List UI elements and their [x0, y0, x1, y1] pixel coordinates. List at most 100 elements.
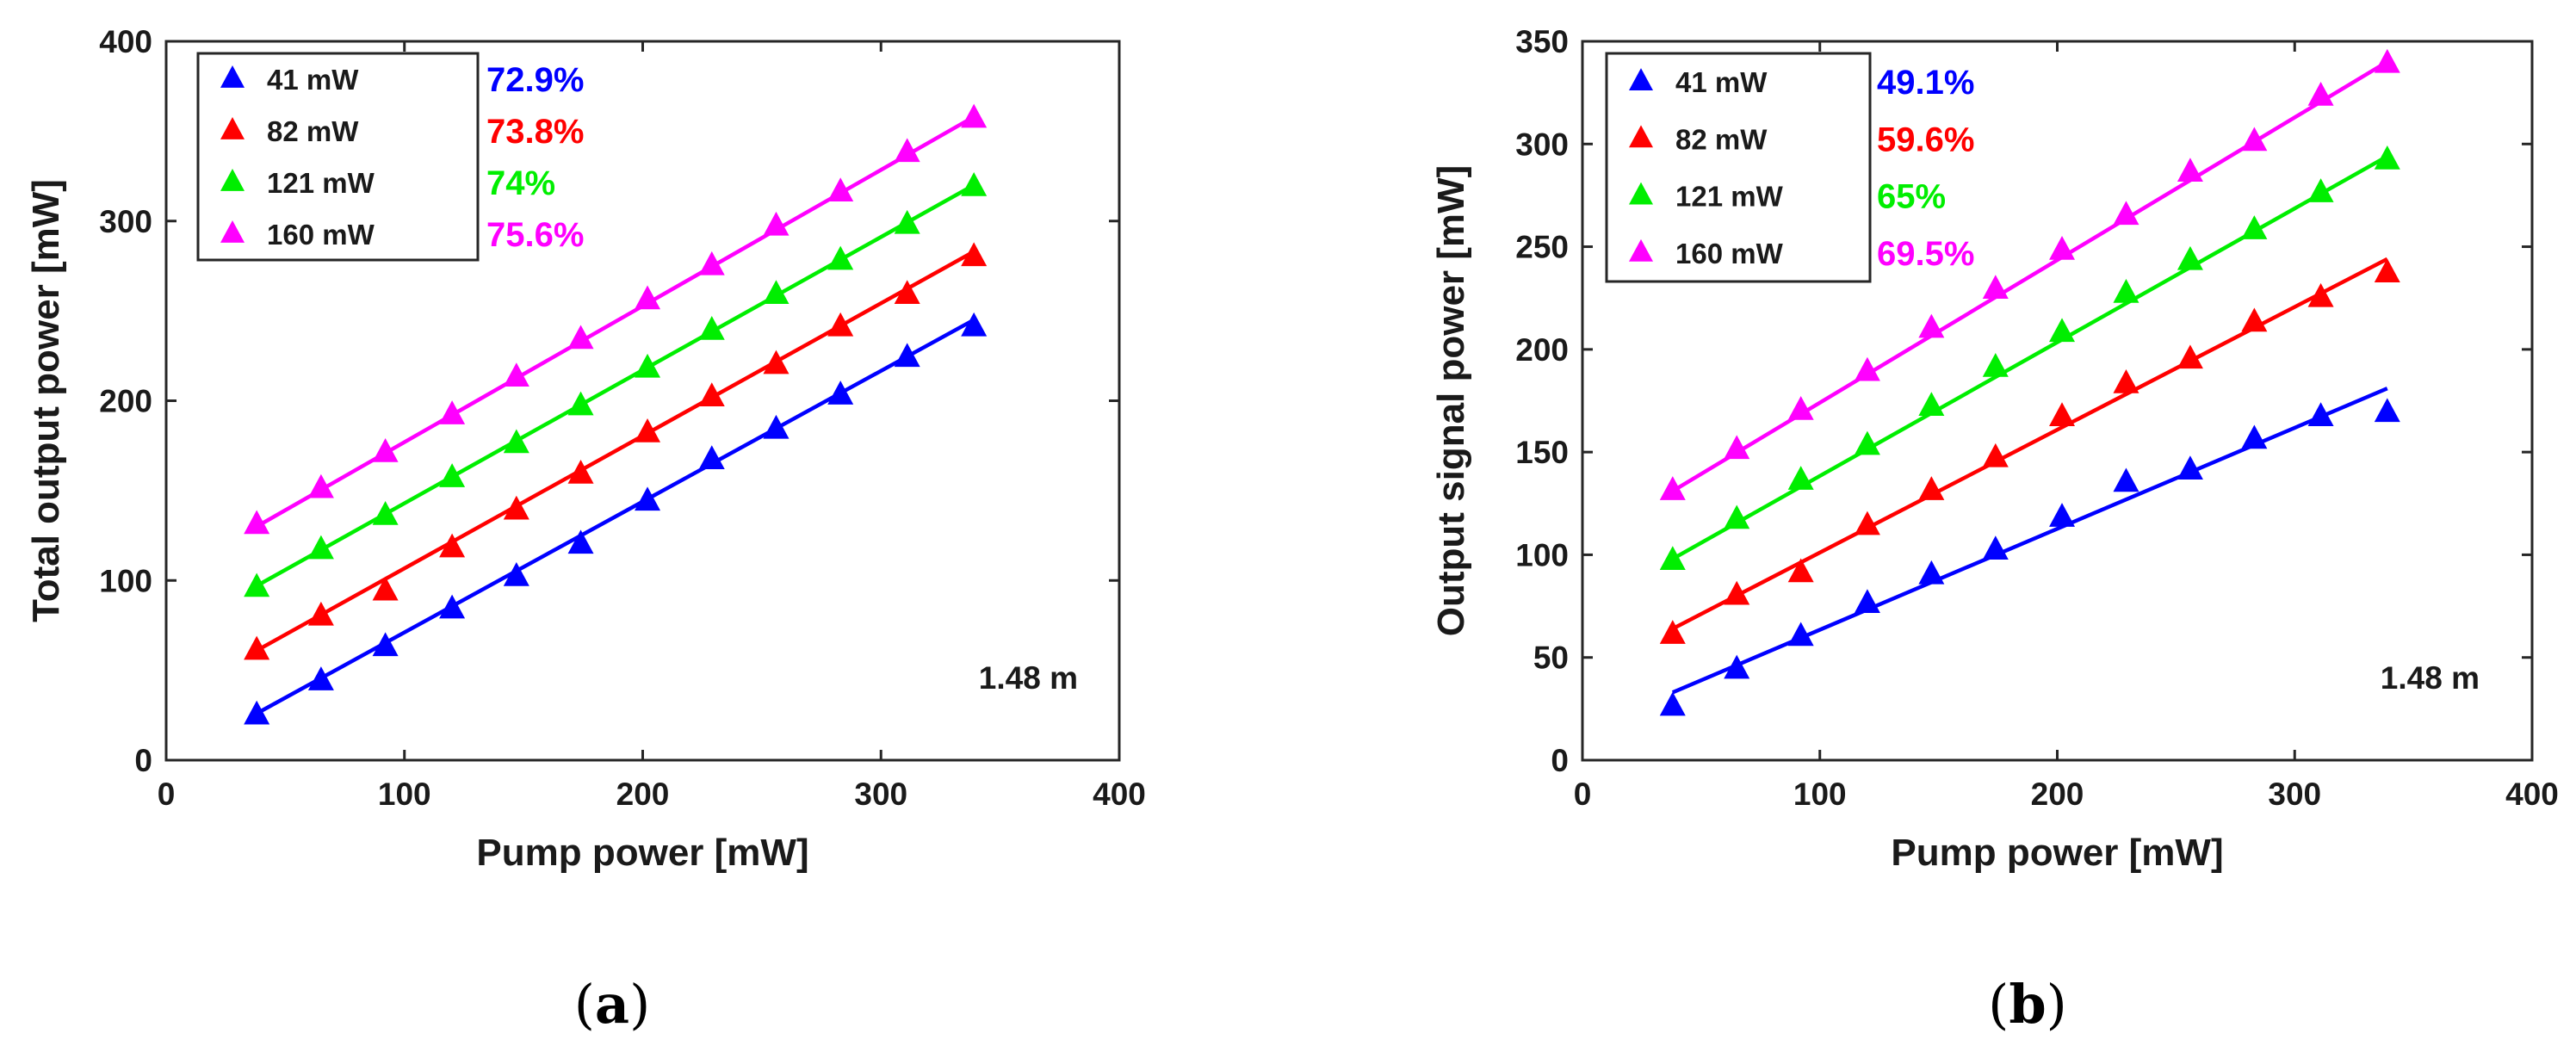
data-point — [698, 316, 725, 340]
data-point — [2307, 82, 2334, 106]
fit-line — [256, 318, 975, 715]
legend-label: 41 mW — [1675, 66, 1768, 98]
efficiency-label: 65% — [1877, 178, 1946, 216]
y-tick-label: 0 — [134, 743, 152, 778]
subfigure-open-paren: ( — [574, 973, 595, 1036]
data-point — [1724, 654, 1750, 679]
data-point — [2049, 503, 2076, 527]
legend-marker — [220, 169, 245, 191]
data-point — [2113, 201, 2139, 226]
data-point — [307, 666, 334, 690]
data-point — [961, 312, 988, 337]
legend-marker — [1629, 238, 1653, 262]
x-axis-label: Pump power [mW] — [476, 832, 808, 874]
x-tick-label: 0 — [158, 777, 176, 812]
series-41-mw — [1659, 387, 2400, 716]
y-tick-label: 350 — [1515, 24, 1569, 59]
data-point — [567, 325, 594, 350]
data-point — [635, 486, 661, 511]
subfigure-letter: b — [2009, 973, 2046, 1036]
data-point — [1724, 504, 1750, 529]
data-point — [2374, 48, 2400, 73]
legend-marker — [1629, 68, 1653, 91]
legend-box — [196, 52, 480, 262]
length-annotation: 1.48 m — [2381, 660, 2480, 696]
legend-label: 121 mW — [267, 167, 375, 199]
series-82-mw — [244, 242, 988, 660]
data-point — [1918, 560, 1945, 585]
data-point — [2307, 178, 2334, 202]
data-point — [1854, 430, 1880, 455]
legend-label: 160 mW — [267, 219, 375, 251]
data-point — [698, 445, 725, 470]
data-point — [894, 138, 920, 163]
efficiency-label: 59.6% — [1877, 121, 1974, 158]
data-point — [244, 700, 270, 725]
data-point — [2177, 245, 2203, 270]
data-point — [827, 312, 854, 337]
data-point — [372, 501, 399, 525]
y-tick-label: 150 — [1515, 435, 1569, 470]
data-point — [894, 343, 920, 368]
efficiency-label: 75.6% — [486, 216, 584, 254]
data-point — [2049, 318, 2076, 343]
series-160-mw — [244, 103, 988, 535]
data-point — [2113, 467, 2139, 492]
data-point — [2113, 369, 2139, 393]
y-tick-label: 100 — [1515, 537, 1569, 572]
subfigure-label: (a) — [574, 973, 651, 1036]
fit-line — [1671, 154, 2388, 561]
legend-label: 82 mW — [267, 115, 359, 147]
data-point — [567, 460, 594, 484]
efficiency-label: 74% — [486, 164, 555, 202]
data-point — [635, 353, 661, 378]
data-point — [439, 594, 466, 619]
x-tick-label: 300 — [2268, 777, 2321, 812]
data-point — [635, 285, 661, 310]
legend-label: 41 mW — [267, 64, 359, 96]
y-tick-label: 300 — [1515, 127, 1569, 162]
data-point — [439, 533, 466, 558]
data-point — [763, 211, 790, 236]
series-82-mw — [1659, 257, 2400, 644]
data-point — [1854, 356, 1880, 381]
data-point — [827, 177, 854, 202]
fit-line — [256, 250, 975, 653]
length-annotation: 1.48 m — [979, 660, 1078, 696]
data-point — [244, 510, 270, 535]
data-point — [1854, 589, 1880, 614]
data-point — [2113, 279, 2139, 303]
x-tick-label: 400 — [2505, 777, 2559, 812]
series-121-mw — [1659, 145, 2400, 570]
data-point — [961, 242, 988, 267]
legend-marker — [220, 220, 245, 243]
legend-marker — [220, 117, 245, 139]
legend-label: 121 mW — [1675, 181, 1784, 213]
subfigure-letter: a — [595, 973, 629, 1036]
data-point — [1982, 352, 2009, 377]
data-point — [1918, 392, 1945, 417]
y-tick-label: 0 — [1551, 743, 1569, 778]
data-point — [2049, 402, 2076, 426]
subfigure-label: (b) — [1988, 973, 2067, 1036]
data-point — [763, 350, 790, 374]
chart-panel-b: 0 100 200 300 400 0 50 100 150 200 250 300 350 Pump p… — [1430, 24, 2559, 1036]
x-tick-label: 100 — [1793, 777, 1847, 812]
data-point — [2241, 215, 2268, 239]
subfigure-close-paren: ) — [629, 973, 650, 1036]
data-point — [503, 561, 529, 586]
data-point — [1918, 313, 1945, 338]
data-point — [2374, 398, 2400, 423]
data-point — [1854, 511, 1880, 535]
chart-panel-a: 0 100 200 300 400 0 100 200 300 400 Pump power [mW… — [25, 24, 1146, 1036]
x-tick-label: 300 — [854, 777, 907, 812]
data-point — [503, 429, 529, 454]
legend-marker — [1629, 125, 1653, 148]
data-point — [2177, 455, 2203, 480]
efficiency-label: 72.9% — [486, 61, 584, 99]
data-point — [1787, 396, 1814, 420]
data-point — [439, 400, 466, 424]
data-point — [2049, 235, 2076, 260]
subfigure-close-paren: ) — [2047, 973, 2067, 1036]
data-point — [2307, 402, 2334, 426]
